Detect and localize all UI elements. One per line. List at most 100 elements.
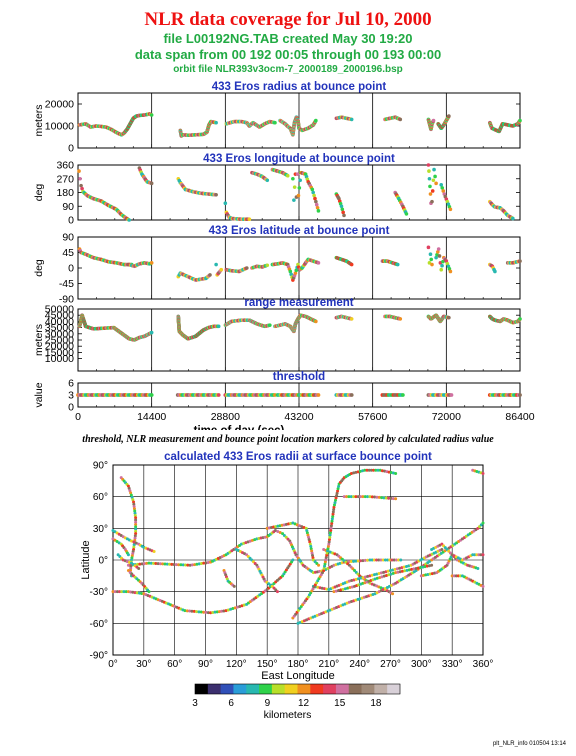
- data-point: [307, 535, 311, 539]
- data-point: [352, 559, 356, 563]
- panel-2: 433 Eros longitude at bounce point 0 90 180…: [33, 153, 521, 227]
- data-point: [190, 609, 194, 613]
- data-point: [134, 523, 138, 527]
- data-point: [481, 521, 485, 525]
- data-point: [471, 553, 475, 557]
- data-point: [377, 571, 381, 575]
- y-axis-label: Latitude: [80, 540, 92, 579]
- data-point: [391, 571, 395, 575]
- data-point: [282, 533, 286, 537]
- data-point: [195, 562, 199, 566]
- data-point: [348, 586, 352, 590]
- data-point: [129, 491, 133, 495]
- y-tick-label: 6: [68, 378, 74, 390]
- data-point: [398, 317, 403, 321]
- data-point: [133, 514, 137, 518]
- data-point: [328, 533, 332, 537]
- data-point: [399, 558, 403, 562]
- data-point: [309, 547, 313, 551]
- data-point: [389, 569, 392, 573]
- data-point: [394, 558, 398, 562]
- data-point: [349, 393, 354, 397]
- data-point: [137, 591, 141, 595]
- y-axis-label: value: [33, 382, 45, 407]
- data-point: [481, 584, 485, 588]
- data-point: [204, 561, 208, 565]
- x-tick-label: 210°: [318, 659, 339, 670]
- data-point: [330, 519, 334, 523]
- data-point: [518, 259, 522, 263]
- data-point: [518, 118, 522, 123]
- data-point: [405, 568, 409, 572]
- data-point: [328, 535, 332, 539]
- data-point: [380, 496, 384, 500]
- data-point: [476, 566, 480, 570]
- data-point: [314, 118, 318, 123]
- data-point: [314, 199, 318, 204]
- data-point: [430, 189, 435, 193]
- data-point: [395, 567, 399, 571]
- data-point: [440, 547, 444, 551]
- data-point: [140, 591, 144, 595]
- data-point: [213, 610, 217, 614]
- data-point: [149, 261, 154, 265]
- data-point: [197, 562, 201, 566]
- panel-5: threshold 036 value 0 14400 28800 43200 57600 72…: [33, 371, 535, 430]
- y-tick-label: 35000: [45, 322, 74, 334]
- data-point: [122, 590, 126, 594]
- colorbar-tick-label: 3: [192, 698, 198, 709]
- data-point: [375, 495, 379, 499]
- data-point: [214, 120, 218, 125]
- data-point: [147, 590, 151, 594]
- data-point: [134, 541, 138, 545]
- panel-title: range measurement: [244, 297, 353, 309]
- data-point: [291, 176, 295, 181]
- colorbar-tick-label: 9: [265, 698, 271, 709]
- map-frame: [112, 464, 484, 656]
- colorbar-swatch: [220, 684, 234, 694]
- x-tick-label: 180°: [288, 659, 309, 670]
- data-point: [134, 529, 138, 533]
- data-point: [330, 521, 334, 525]
- data-point: [232, 584, 236, 588]
- data-point: [404, 564, 408, 568]
- y-tick-label: 20000: [45, 99, 74, 111]
- data-point: [316, 261, 321, 265]
- data-point: [428, 252, 433, 257]
- colorbar-tick-label: 12: [298, 698, 310, 709]
- data-point: [447, 315, 451, 320]
- data-point: [310, 187, 315, 192]
- data-point: [475, 553, 479, 557]
- data-point: [430, 199, 434, 204]
- y-tick-label: 0: [68, 263, 74, 275]
- data-point: [192, 609, 196, 613]
- data-point: [130, 495, 134, 499]
- data-point: [131, 498, 135, 502]
- data-point: [359, 576, 363, 580]
- colorbar-tick-label: 15: [334, 698, 346, 709]
- data-point: [138, 562, 142, 566]
- data-point: [434, 255, 438, 260]
- data-point: [387, 573, 391, 577]
- data-point: [127, 218, 131, 222]
- data-point: [340, 207, 345, 212]
- data-point: [184, 563, 188, 567]
- data-point: [133, 511, 137, 515]
- data-point: [372, 468, 376, 472]
- data-point: [380, 575, 384, 579]
- data-point: [294, 268, 299, 273]
- data-point: [316, 209, 321, 213]
- y-tick-label: 180: [56, 187, 74, 199]
- data-point: [208, 273, 212, 277]
- x-tick-label: 72000: [432, 411, 461, 423]
- data-point: [396, 570, 400, 574]
- data-point: [132, 507, 136, 511]
- data-point: [361, 495, 365, 499]
- data-point: [448, 207, 453, 212]
- data-point: [327, 540, 331, 544]
- data-point: [332, 505, 336, 509]
- x-tick-label: 60°: [167, 659, 182, 670]
- data-point: [149, 561, 153, 565]
- data-point: [133, 509, 137, 513]
- data-point: [311, 556, 315, 560]
